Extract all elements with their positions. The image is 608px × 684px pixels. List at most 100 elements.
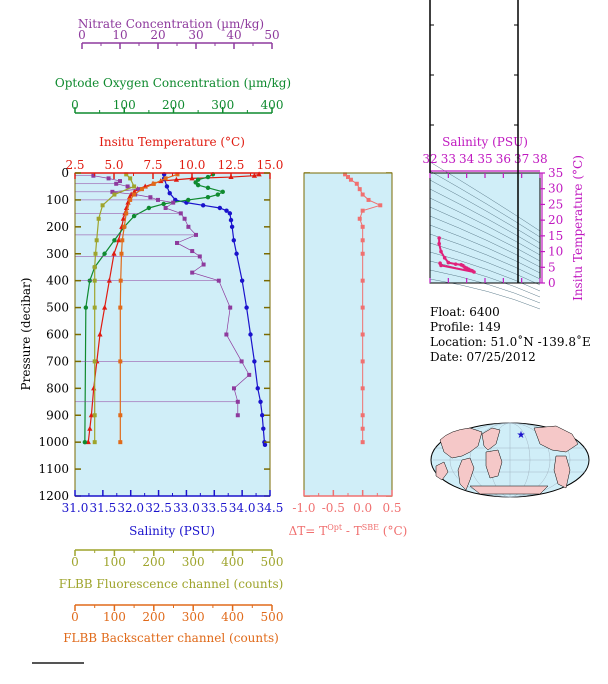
oxygen-point [205,174,211,180]
nitrate-point [239,359,244,364]
temperature-point [106,277,112,283]
temperature-point [85,439,91,445]
pressure-tick-label: 1200 [38,489,69,503]
temperature-point [251,172,257,178]
fluorescence-tick-label: 400 [221,555,244,569]
temperature-tick-label: 15.0 [257,158,284,172]
pressure-tick-label: 900 [46,408,69,422]
fluorescence-tick-label: 0 [71,555,79,569]
fluorescence-point [92,359,97,364]
salinity-point [228,217,234,223]
temperature-point [173,176,179,182]
delta-point [360,426,365,431]
nitrate-point [182,216,187,221]
fluorescence-axis: FLBB Fluorescence channel (counts) 0 100 2… [59,549,284,591]
ts-sal-tick-label: 35 [477,152,492,166]
delta-point [343,172,348,177]
oxygen-point [146,205,152,211]
salinity-tick-label: 34.0 [229,501,256,515]
temperature-point [116,237,122,243]
salinity-tick-label: 31.5 [89,501,116,515]
oxygen-point [102,251,107,256]
ts-point [472,270,476,274]
ts-isopycnal [429,215,541,268]
nitrate-point [118,179,122,184]
temperature-point [87,425,93,431]
nitrate-tick-label: 10 [112,28,127,42]
nitrate-point [125,184,130,189]
backscatter-point [151,181,156,186]
oxygen-axis-title: Optode Oxygen Concentration (µm/kg) [55,76,291,90]
oxygen-point [220,189,225,195]
backscatter-point [122,224,127,229]
footer-tiny-label [32,662,84,664]
salinity-tick-label: 33.5 [201,501,228,515]
oxygen-tick-label: 300 [211,98,234,112]
fluorescence-tick-label: 300 [182,555,205,569]
ts-sal-tick-label: 34 [459,152,475,166]
ts-isopycnal [429,269,541,304]
delta-point [360,359,365,364]
backscatter-tick-label: 400 [221,610,244,624]
nitrate-point [163,205,168,210]
fluorescence-point [92,440,97,445]
ts-sal-tick-label: 37 [514,152,529,166]
delta-tick-label: 0.5 [382,501,401,515]
pressure-axis: Pressure (decibar) 0 100 200 300 400 500 600 70… [19,166,392,503]
pressure-tick-label: 500 [46,301,69,315]
fluorescence-axis-title: FLBB Fluorescence channel (counts) [59,577,284,591]
delta-tick-label: -1.0 [292,501,315,515]
oxygen-point [195,182,201,188]
main-profile-panel [74,171,271,497]
ts-temp-tick-label: 20 [548,213,563,227]
ts-point [439,249,443,254]
pressure-tick-label: 1000 [38,435,69,449]
salinity-axis: Salinity (PSU) 31.0 31.5 32.0 32.5 33.0 33.5 3… [62,490,283,538]
fluorescence-tick-label: 200 [142,555,165,569]
salinity-point [164,184,170,189]
ts-salinity-axis-title: Salinity (PSU) [442,135,528,149]
salinity-point [258,399,263,404]
fluorescence-tick-label: 100 [103,555,126,569]
delta-point [360,238,365,243]
float-location-marker: ★ [517,430,526,441]
ts-point [446,260,451,265]
fluorescence-point [94,238,99,243]
ts-point [453,262,458,266]
delta-point [360,305,365,310]
oxygen-tick-label: 400 [261,98,284,112]
backscatter-point [120,238,125,243]
nitrate-point [235,413,240,418]
pressure-axis-title: Pressure (decibar) [19,278,33,391]
ts-temp-tick-label: 35 [548,166,563,180]
salinity-tick-label: 32.5 [145,501,172,515]
backscatter-point [175,172,180,177]
pressure-tick-label: 100 [46,193,69,207]
fluorescence-point [128,176,133,181]
nitrate-point [201,262,206,267]
ts-isopycnal [429,233,541,280]
nitrate-point [224,332,229,337]
delta-point [346,175,350,180]
salinity-point [255,386,260,391]
nitrate-tick-label: 0 [78,28,86,42]
fluorescence-line [94,173,135,443]
nitrate-point [194,232,198,237]
temperature-axis: Insitu Temperature (°C) 2.5 5.0 7.5 10.0 12.… [65,135,283,179]
oxygen-axis: Optode Oxygen Concentration (µm/kg) 0 100… [55,76,291,114]
delta-point [366,197,371,202]
nitrate-point [190,270,195,275]
backscatter-tick-label: 100 [103,610,126,624]
fluorescence-point [132,184,137,189]
ts-sal-tick-label: 36 [496,152,511,166]
oxygen-point [83,305,89,310]
delta-point [360,278,365,283]
ts-isopycnal [429,278,541,310]
ts-point [442,256,447,260]
salinity-point [224,208,229,213]
salinity-point [217,205,223,211]
ts-isopycnal-lines [429,161,541,310]
location-world-map: ★ [430,422,590,498]
nitrate-axis-title: Nitrate Concentration (µm/kg) [78,17,264,31]
oxygen-point [82,439,88,445]
